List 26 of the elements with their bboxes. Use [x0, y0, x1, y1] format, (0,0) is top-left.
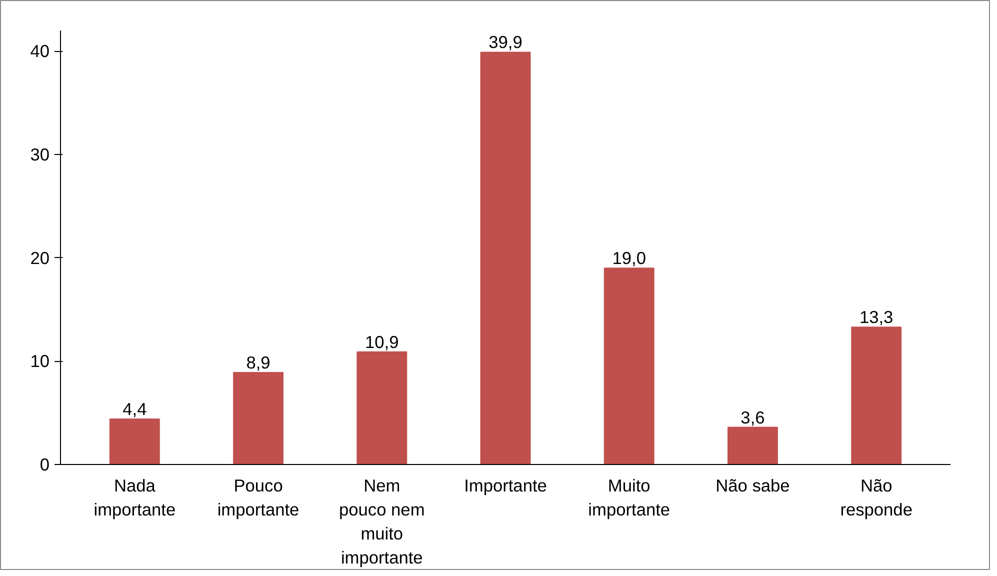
- x-tick-label: Muito importante: [588, 476, 670, 520]
- x-tick-label: Importante: [464, 476, 547, 496]
- x-tick-label: Não sabe: [716, 476, 790, 496]
- data-label: 8,9: [246, 352, 270, 373]
- bar: [604, 268, 654, 464]
- data-label: 39,9: [488, 32, 522, 52]
- bar: [356, 351, 408, 464]
- y-tick-label: 20: [30, 248, 50, 268]
- y-tick-label: 0: [40, 454, 50, 474]
- y-tick-label: 40: [30, 41, 50, 62]
- data-label: 10,9: [365, 332, 399, 352]
- x-tick-label: Não responde: [840, 476, 912, 520]
- y-tick-label: 30: [30, 144, 50, 164]
- bar: [233, 372, 284, 464]
- bar: [851, 326, 902, 464]
- bar: [728, 426, 778, 464]
- data-label: 3,6: [740, 407, 765, 428]
- data-label: 19,0: [612, 248, 646, 268]
- bar: [480, 52, 531, 464]
- data-label: 4,4: [122, 399, 148, 420]
- bar: [109, 418, 160, 464]
- x-tick-label: Nada importante: [94, 476, 176, 520]
- x-tick-label: Nem pouco nem muito importante: [339, 476, 425, 568]
- data-label: 13,3: [859, 307, 894, 328]
- x-tick-label: Pouco importante: [217, 476, 300, 520]
- y-tick-label: 10: [30, 351, 50, 372]
